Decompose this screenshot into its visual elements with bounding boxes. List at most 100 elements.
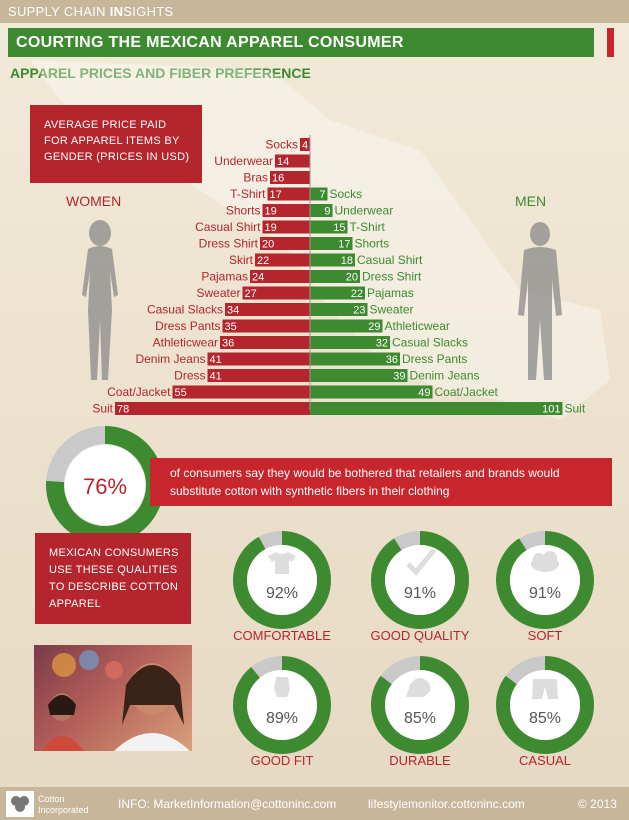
men-bar-label: Suit bbox=[565, 402, 586, 416]
men-bar-value: 32 bbox=[376, 338, 388, 350]
dress-form-icon bbox=[274, 677, 290, 697]
women-bar bbox=[255, 253, 310, 267]
women-bar bbox=[220, 336, 310, 349]
men-bar-label: Casual Slacks bbox=[392, 336, 468, 350]
quality-donut-fill bbox=[233, 656, 331, 754]
men-bar bbox=[310, 220, 348, 234]
women-bar-value: 22 bbox=[257, 255, 269, 267]
men-bar-value: 49 bbox=[418, 387, 430, 399]
women-bar-value: 36 bbox=[222, 338, 234, 350]
quality-donut: 85% CASUAL bbox=[496, 656, 594, 768]
footer-website[interactable]: lifestylemonitor.cottoninc.com bbox=[368, 797, 525, 811]
men-bar-value: 23 bbox=[353, 305, 365, 317]
women-bar-value: 19 bbox=[265, 206, 277, 218]
quality-label: SOFT bbox=[528, 628, 563, 643]
women-bar bbox=[260, 237, 310, 250]
women-bar-label: Sweater bbox=[196, 286, 240, 300]
price-bar-chart: 4Socks14Underwear16Bras17T-Shirt19Shorts… bbox=[92, 135, 586, 416]
women-bar bbox=[222, 319, 310, 333]
cloud-icon bbox=[531, 551, 559, 572]
women-bar-value: 17 bbox=[270, 189, 282, 201]
men-bar-label: Athleticwear bbox=[385, 319, 450, 333]
men-bar-label: Coat/Jacket bbox=[435, 385, 499, 399]
women-photo-illustration bbox=[42, 650, 190, 751]
cotton-logo: Cotton Incorporated bbox=[6, 791, 106, 817]
quality-label: COMFORTABLE bbox=[233, 628, 331, 643]
women-bar-label: Pajamas bbox=[201, 270, 248, 284]
women-bar bbox=[262, 220, 310, 234]
title-bar: COURTING THE MEXICAN APPAREL CONSUMER bbox=[8, 28, 594, 57]
men-bar bbox=[310, 319, 383, 333]
price-info-box: AVERAGE PRICE PAID FOR APPAREL ITEMS BY … bbox=[30, 105, 202, 183]
men-bar bbox=[310, 402, 563, 415]
men-bar-value: 15 bbox=[333, 222, 345, 234]
men-bar bbox=[310, 187, 328, 201]
women-bar-label: Underwear bbox=[214, 154, 273, 168]
men-bar bbox=[310, 270, 360, 283]
women-bar-value: 41 bbox=[210, 371, 222, 383]
men-bar bbox=[310, 237, 353, 250]
qualities-info-box: MEXICAN CONSUMERS USE THESE QUALITIES TO… bbox=[35, 533, 191, 624]
men-bar-label: Underwear bbox=[335, 204, 394, 218]
quality-percent: 85% bbox=[529, 710, 561, 727]
men-bar bbox=[310, 336, 390, 349]
qualities-donuts: 92% COMFORTABLE 91% GOOD QUALITY 91% SOFT 89% G… bbox=[233, 531, 594, 768]
women-bar-label: Shorts bbox=[226, 204, 261, 218]
men-bar bbox=[310, 253, 355, 267]
women-bar-label: Socks bbox=[265, 138, 298, 152]
women-bar-label: Dress Shirt bbox=[199, 237, 259, 251]
men-bar bbox=[310, 204, 333, 217]
women-bar-label: Coat/Jacket bbox=[107, 385, 171, 399]
women-bar bbox=[250, 270, 310, 283]
women-bar bbox=[262, 204, 310, 217]
men-bar bbox=[310, 385, 433, 399]
quality-donut-fill bbox=[496, 656, 594, 754]
men-bar-label: Dress Shirt bbox=[362, 270, 422, 284]
men-bar-value: 39 bbox=[393, 371, 405, 383]
men-bar-label: Denim Jeans bbox=[410, 369, 480, 383]
men-bar-label: Pajamas bbox=[367, 286, 414, 300]
women-bar-label: Casual Shirt bbox=[195, 220, 261, 234]
quality-label: CASUAL bbox=[519, 753, 571, 768]
quality-donut-fill bbox=[496, 531, 594, 629]
men-bar bbox=[310, 352, 400, 366]
quality-donut-fill bbox=[371, 531, 469, 629]
stat-text: of consumers say they would be bothered … bbox=[170, 466, 560, 498]
quality-percent: 91% bbox=[404, 585, 436, 602]
women-bar bbox=[267, 187, 310, 201]
quality-percent: 91% bbox=[529, 585, 561, 602]
women-bar bbox=[270, 171, 310, 184]
quality-percent: 92% bbox=[266, 585, 298, 602]
women-bar-value: 35 bbox=[225, 321, 237, 333]
men-bar-value: 18 bbox=[341, 255, 353, 267]
women-label: WOMEN bbox=[66, 193, 122, 209]
men-bar-value: 7 bbox=[319, 189, 325, 201]
women-bar bbox=[300, 138, 310, 151]
quality-label: GOOD QUALITY bbox=[371, 628, 470, 643]
men-bar-value: 29 bbox=[368, 321, 380, 333]
men-bar-value: 22 bbox=[351, 288, 363, 300]
men-bar-label: Socks bbox=[330, 187, 363, 201]
flexed-arm-icon bbox=[406, 677, 431, 697]
section-subtitle: APPAREL PRICES AND FIBER PREFERENCE bbox=[10, 65, 311, 81]
women-bar-value: 55 bbox=[175, 387, 187, 399]
women-bar-value: 19 bbox=[265, 222, 277, 234]
tshirt-icon bbox=[268, 552, 296, 574]
woman-silhouette-icon bbox=[82, 220, 118, 380]
page-title: COURTING THE MEXICAN APPAREL CONSUMER bbox=[16, 34, 404, 51]
quality-donut: 91% GOOD QUALITY bbox=[371, 531, 470, 643]
women-bar bbox=[207, 352, 310, 366]
men-bar-value: 36 bbox=[386, 354, 398, 366]
women-bar-label: Athleticwear bbox=[153, 336, 218, 350]
quality-donut: 91% SOFT bbox=[496, 531, 594, 643]
logo-text-2: Incorporated bbox=[38, 805, 89, 815]
women-bar-value: 16 bbox=[272, 173, 284, 185]
logo-text-1: Cotton bbox=[38, 794, 65, 804]
men-bar-label: Sweater bbox=[370, 303, 414, 317]
quality-donut: 89% GOOD FIT bbox=[233, 656, 331, 768]
footer: INFO: MarketInformation@cottoninc.com li… bbox=[0, 787, 629, 820]
women-bar-value: 34 bbox=[227, 305, 239, 317]
quality-donut: 85% DURABLE bbox=[371, 656, 469, 768]
